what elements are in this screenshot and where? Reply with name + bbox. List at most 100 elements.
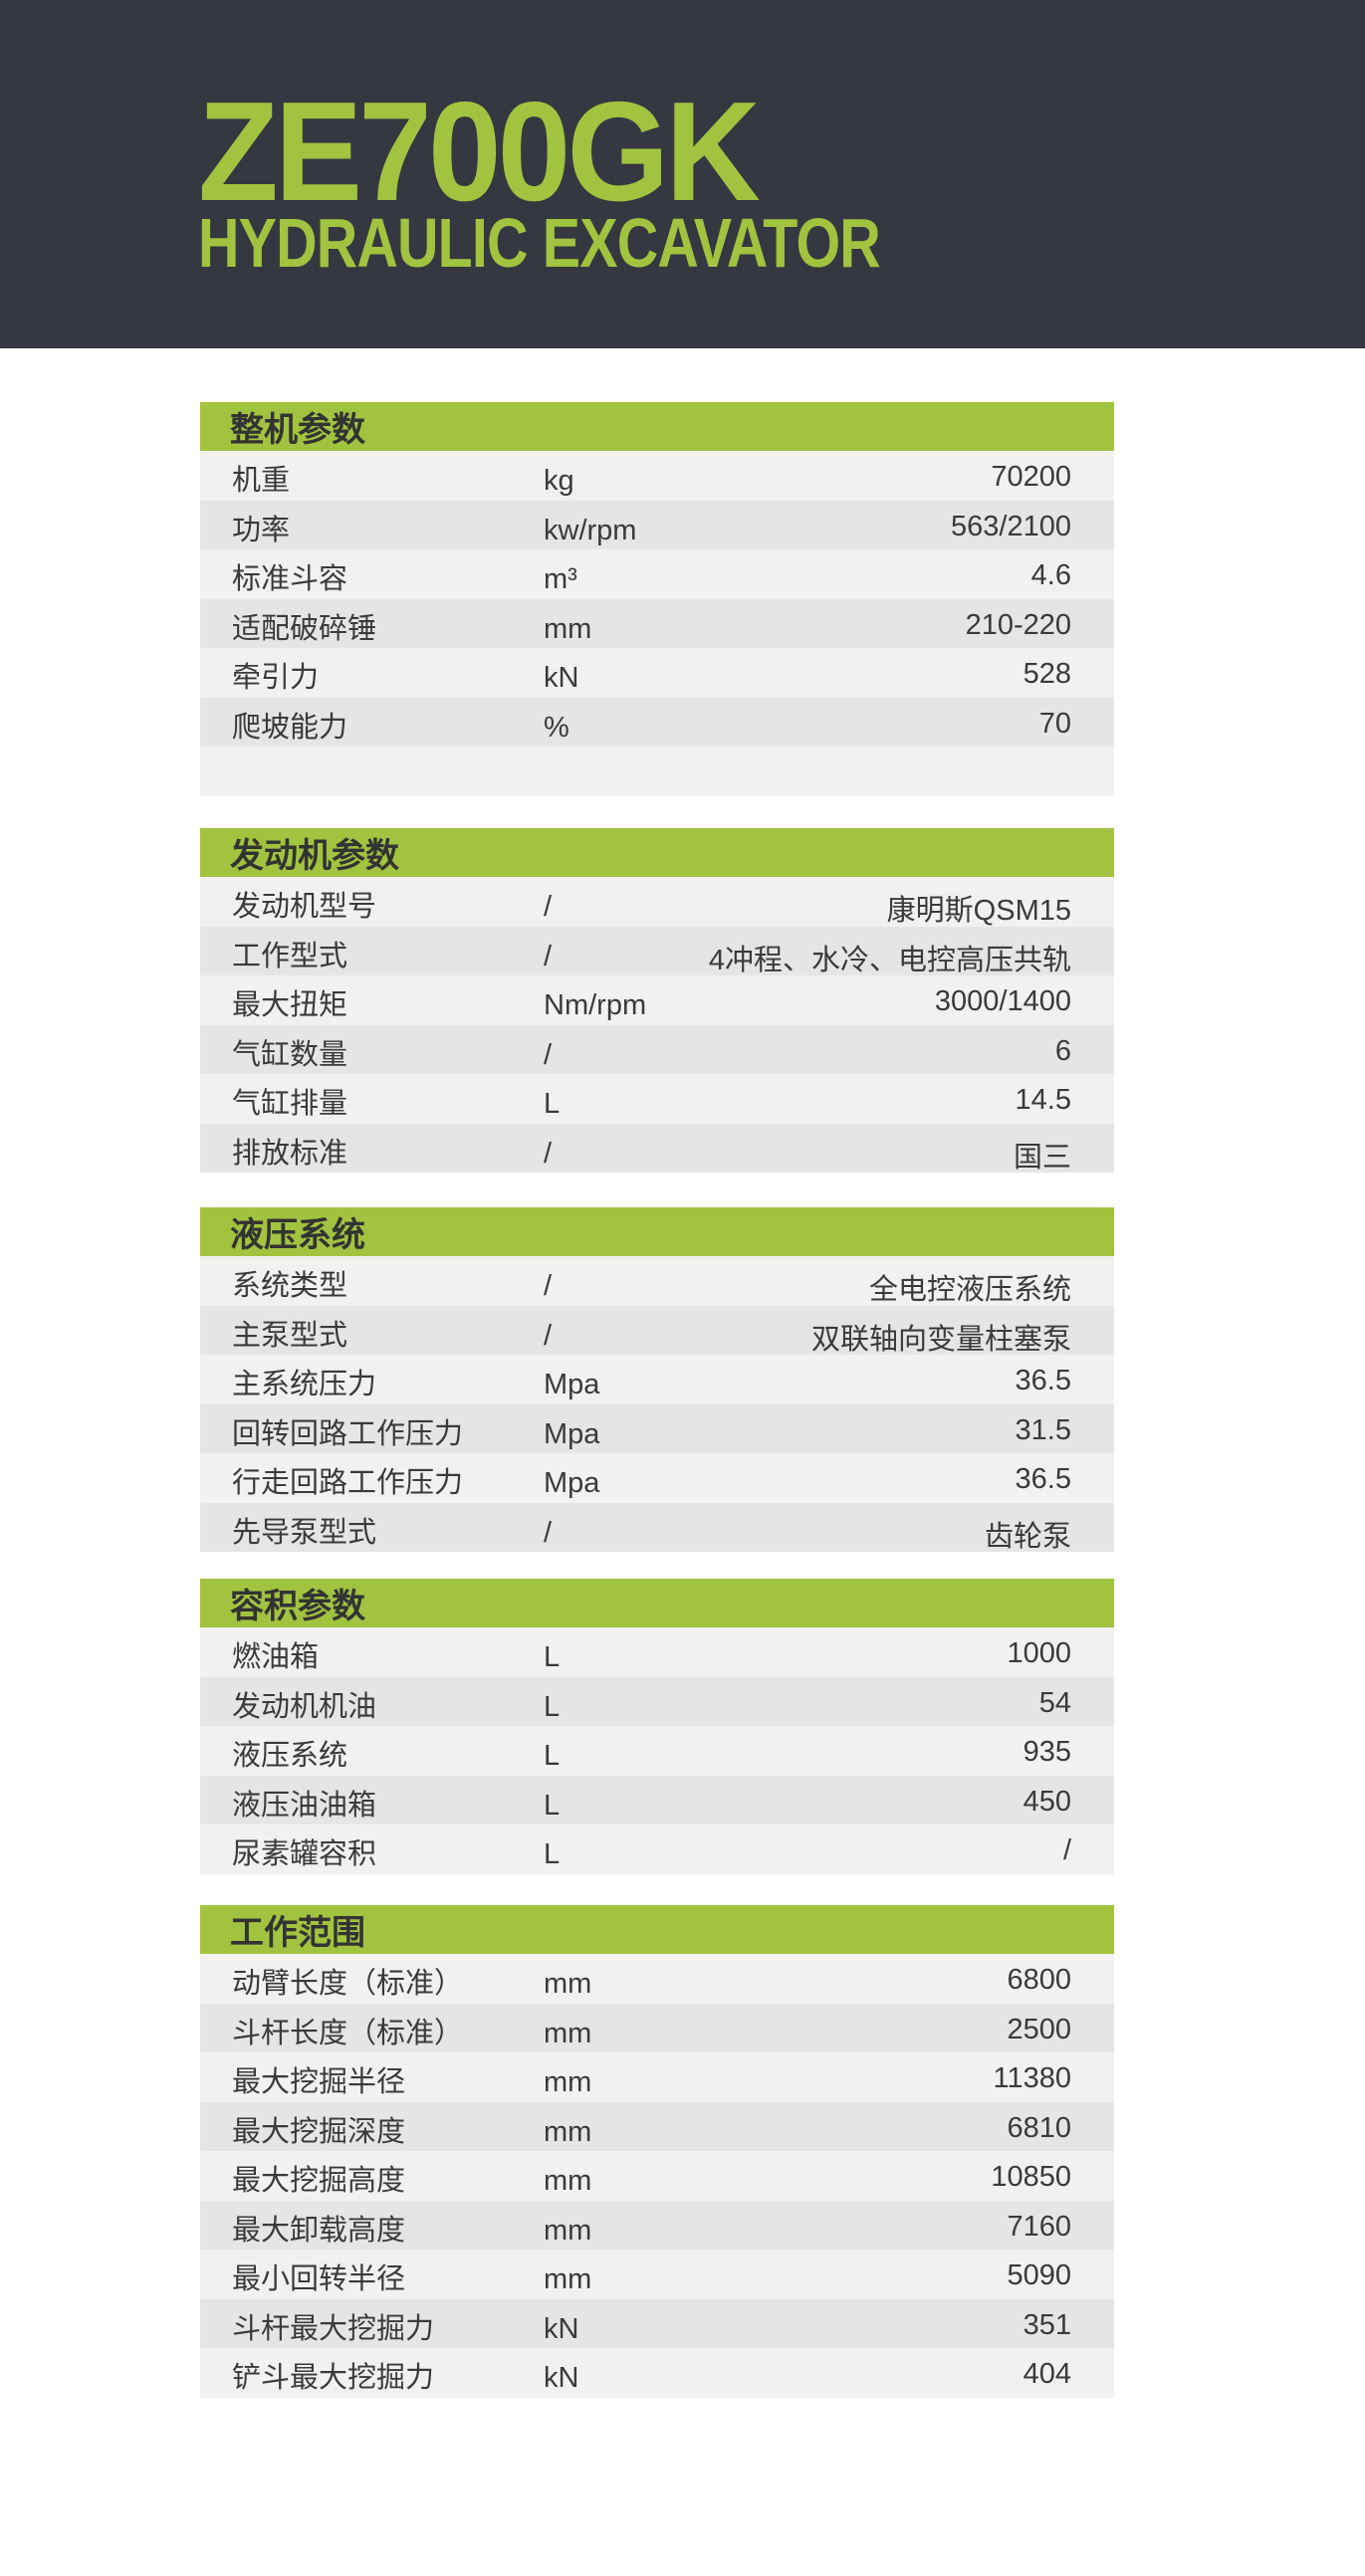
- spec-label: 主泵型式: [232, 1319, 348, 1352]
- spec-value: 6: [1054, 1034, 1071, 1067]
- spec-unit: /: [544, 1516, 553, 1549]
- spec-table: 动臂长度（标准） mm 6800 斗杆长度（标准） mm 2500 最大挖掘半径 mm 1138…: [200, 1954, 1114, 2398]
- spec-section-working-range: 工作范围 动臂长度（标准） mm 6800 斗杆长度（标准） mm 2500 最大挖掘半径 mm…: [200, 1905, 1114, 2398]
- spec-unit: mm: [544, 2263, 592, 2295]
- spec-unit: kw/rpm: [544, 514, 637, 546]
- spec-label: 斗杆长度（标准）: [232, 2017, 464, 2049]
- spec-label: 液压油油箱: [232, 1789, 377, 1822]
- spec-value: 54: [1038, 1686, 1071, 1719]
- spec-value: 70: [1038, 707, 1071, 740]
- spec-row: 爬坡能力% 70: [200, 697, 1114, 747]
- spec-label: 液压系统: [232, 1740, 348, 1772]
- spec-label: 最大挖掘高度: [232, 2165, 406, 2197]
- spec-unit: /: [544, 891, 553, 923]
- spec-row: 主泵型式 / 双联轴向变量柱塞泵: [200, 1305, 1114, 1356]
- spec-unit: L: [544, 1088, 561, 1120]
- spec-unit: /: [544, 1137, 553, 1170]
- spec-value: 4.6: [1030, 559, 1071, 591]
- spec-value: 7160: [1007, 2210, 1071, 2243]
- spec-row: 动臂长度（标准） mm 6800: [200, 1954, 1114, 2004]
- spec-row: 燃油箱 L 1000: [200, 1627, 1114, 1677]
- spec-row: 最大卸载高度 mm 7160: [200, 2200, 1114, 2250]
- spec-value: 6810: [1007, 2111, 1071, 2144]
- spec-unit: L: [544, 1789, 561, 1822]
- spec-unit: L: [544, 1690, 561, 1723]
- spec-unit: /: [544, 1038, 553, 1071]
- spec-label: 回转回路工作压力: [232, 1417, 464, 1450]
- spec-section-machine-params: 整机参数 机重 kg 70200 功率 kw/rpm 563/2100 标准斗容 m³ 4.6 适配…: [200, 402, 1114, 796]
- section-title: 工作范围: [200, 1905, 1114, 1954]
- spec-row: 气缸排量 L 14.5: [200, 1074, 1114, 1124]
- spec-label: 主系统压力: [232, 1369, 377, 1400]
- spec-value: 210-220: [965, 608, 1071, 641]
- spec-row: 行走回路工作压力 Mpa 36.5: [200, 1453, 1114, 1503]
- spec-unit: mm: [544, 2214, 592, 2247]
- spec-unit: mm: [544, 2066, 592, 2098]
- spec-row: 液压油油箱 L 450: [200, 1775, 1114, 1825]
- section-title: 整机参数: [200, 402, 1114, 451]
- spec-value: 全电控液压系统: [868, 1274, 1071, 1306]
- spec-unit: /: [544, 1319, 553, 1352]
- spec-value: 528: [1023, 658, 1071, 690]
- spec-unit: Mpa: [544, 1369, 600, 1400]
- spec-table: 燃油箱 L 1000 发动机机油 L 54 液压系统 L 935 液压油油箱 L 450 尿素罐容积 L /: [200, 1627, 1114, 1874]
- spec-table: 系统类型 / 全电控液压系统 主泵型式 / 双联轴向变量柱塞泵 主系统压力 Mpa 36.5 回转…: [200, 1256, 1114, 1553]
- spec-row: 回转回路工作压力 Mpa 31.5: [200, 1403, 1114, 1453]
- spec-label: 牵引力: [232, 662, 320, 694]
- spec-unit: /: [544, 940, 553, 972]
- spec-row: 最大挖掘半径 mm 11380: [200, 2052, 1114, 2102]
- spec-label: 气缸数量: [232, 1038, 348, 1071]
- spec-row: 牵引力 kN 528: [200, 648, 1114, 698]
- spec-value: 31.5: [1015, 1413, 1071, 1446]
- spec-section-hydraulic-system: 液压系统 系统类型 / 全电控液压系统 主泵型式 / 双联轴向变量柱塞泵 主系统压力 Mpa 36…: [200, 1207, 1114, 1553]
- spec-label: 发动机型号: [232, 891, 377, 923]
- spec-table: 机重 kg 70200 功率 kw/rpm 563/2100 标准斗容 m³ 4.6 适配破碎锤 m…: [200, 451, 1114, 796]
- spec-value: 11380: [993, 2062, 1072, 2094]
- spec-row: 铲斗最大挖掘力 kN 404: [200, 2348, 1114, 2398]
- spec-row: 斗杆最大挖掘力 kN 351: [200, 2298, 1114, 2348]
- spec-row: 最小回转半径 mm 5090: [200, 2250, 1114, 2299]
- spec-label: 最大卸载高度: [232, 2214, 406, 2247]
- spec-unit: kN: [544, 2362, 579, 2394]
- spec-value: 450: [1023, 1785, 1071, 1818]
- spec-unit: Mpa: [544, 1467, 600, 1499]
- spec-unit: m³: [544, 563, 577, 595]
- spec-unit: L: [544, 1641, 561, 1673]
- title-banner: ZE700GK HYDRAULIC EXCAVATOR: [0, 0, 1365, 348]
- spec-value: 2500: [1007, 2013, 1071, 2045]
- spec-value: /: [1062, 1834, 1071, 1866]
- spec-label: 燃油箱: [232, 1641, 320, 1673]
- spec-row: 最大挖掘深度 mm 6810: [200, 2101, 1114, 2151]
- section-title: 容积参数: [200, 1579, 1114, 1627]
- spec-unit: L: [544, 1838, 561, 1870]
- spec-unit: Mpa: [544, 1417, 600, 1450]
- spec-section-engine-params: 发动机参数 发动机型号 / 康明斯QSM15 工作型式 / 4冲程、水冷、电控高压共轨 最大扭…: [200, 828, 1114, 1174]
- spec-unit: mm: [544, 2165, 592, 2197]
- spec-row: 最大扭矩 Nm/rpm 3000/1400: [200, 975, 1114, 1025]
- spec-value: 国三: [1013, 1141, 1071, 1174]
- spec-row: 先导泵型式 / 齿轮泵: [200, 1502, 1114, 1553]
- spec-row: 气缸数量 / 6: [200, 1024, 1114, 1074]
- spec-row: 工作型式 / 4冲程、水冷、电控高压共轨: [200, 926, 1114, 976]
- spec-row: 最大挖掘高度 mm 10850: [200, 2151, 1114, 2201]
- spec-row: 斗杆长度（标准） mm 2500: [200, 2003, 1114, 2052]
- spec-value: 404: [1023, 2358, 1071, 2390]
- spec-label: 最大挖掘半径: [232, 2066, 406, 2098]
- spec-label: 最大挖掘深度: [232, 2115, 406, 2148]
- spec-value: 10850: [991, 2161, 1071, 2193]
- spec-unit: kN: [544, 662, 579, 694]
- spec-value: 康明斯QSM15: [886, 895, 1071, 927]
- spec-label: 行走回路工作压力: [232, 1467, 464, 1499]
- spec-value: 1000: [1007, 1637, 1071, 1669]
- spec-label: 爬坡能力: [232, 711, 348, 744]
- spec-row: 机重 kg 70200: [200, 451, 1114, 501]
- spec-value: 齿轮泵: [984, 1520, 1071, 1553]
- spec-row: 主系统压力 Mpa 36.5: [200, 1355, 1114, 1404]
- spec-value: 4冲程、水冷、电控高压共轨: [708, 944, 1071, 976]
- spec-unit: %: [544, 711, 569, 744]
- spec-unit: /: [544, 1270, 553, 1302]
- spec-unit: mm: [544, 2115, 592, 2148]
- spec-label: 发动机机油: [232, 1690, 377, 1723]
- spec-label: 适配破碎锤: [232, 612, 377, 645]
- spec-value: 14.5: [1015, 1084, 1071, 1116]
